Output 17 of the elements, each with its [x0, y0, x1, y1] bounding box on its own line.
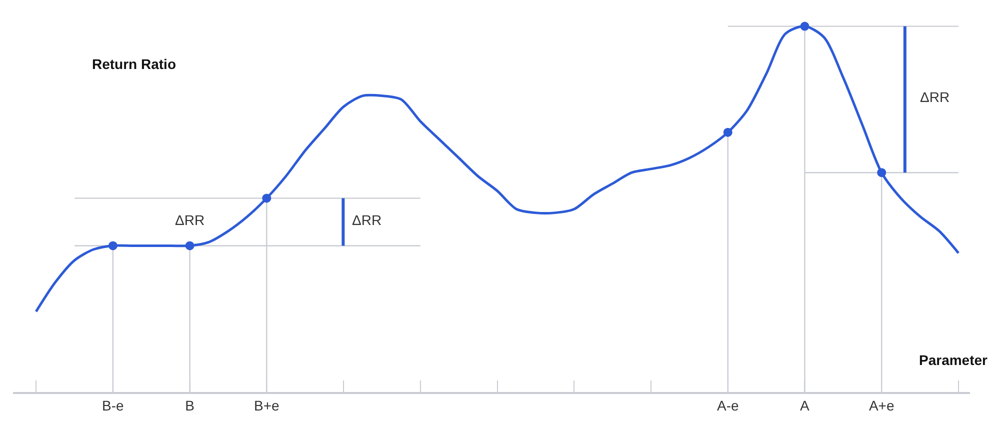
x-tick-label: A [800, 398, 810, 414]
y-axis-title: Return Ratio [92, 56, 176, 72]
point [108, 241, 118, 250]
x-axis-title: Parameter [919, 352, 988, 368]
point [800, 22, 810, 31]
annotation: ΔRR [352, 212, 382, 228]
point [262, 194, 272, 203]
x-tick-label: A+e [868, 398, 894, 414]
x-tick-label: A-e [716, 398, 739, 414]
annotation: ΔRR [920, 89, 950, 105]
point [877, 168, 886, 178]
x-tick-label: B+e [254, 398, 280, 414]
x-tick-label: B [185, 398, 194, 414]
point [723, 128, 732, 137]
point [185, 241, 194, 250]
x-tick-label: B-e [102, 398, 124, 414]
annotation: ΔRR [175, 212, 205, 228]
